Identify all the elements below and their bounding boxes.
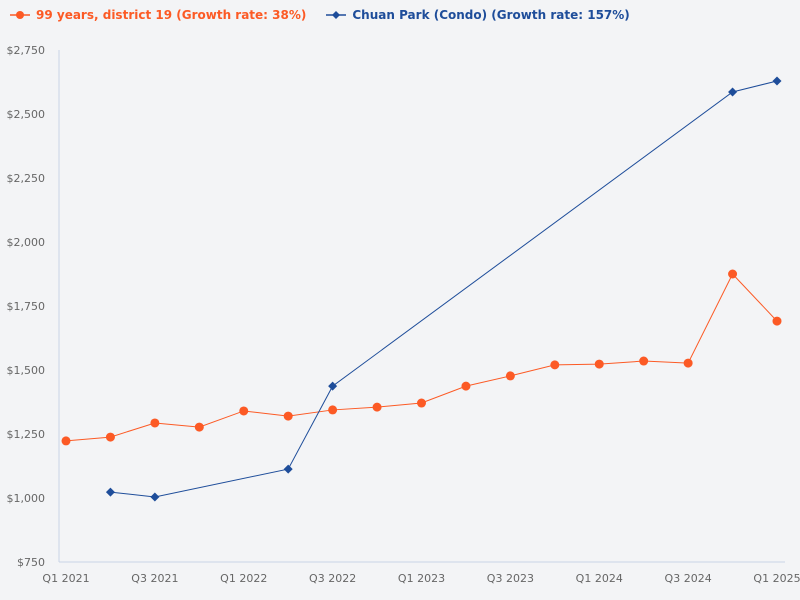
y-tick-label: $2,750 <box>7 44 46 57</box>
y-tick-label: $2,250 <box>7 172 46 185</box>
y-tick-label: $1,500 <box>7 364 46 377</box>
data-point[interactable] <box>61 436 71 446</box>
x-tick-label: Q3 2021 <box>131 572 178 585</box>
y-axis-ticks: $750 $1,000 $1,250 $1,500 $1,750 $2,000 $2,250… <box>7 44 46 569</box>
data-point[interactable] <box>372 402 382 412</box>
x-tick-label: Q1 2021 <box>42 572 89 585</box>
data-point[interactable] <box>328 405 338 415</box>
legend-item-chuan-park[interactable]: Chuan Park (Condo) (Growth rate: 157%) <box>326 8 630 22</box>
data-point[interactable] <box>594 359 604 369</box>
diamond-marker-icon <box>326 11 347 19</box>
x-tick-label: Q3 2024 <box>665 572 712 585</box>
y-tick-label: $2,500 <box>7 108 46 121</box>
series-line <box>65 273 778 442</box>
data-point[interactable] <box>194 422 204 432</box>
data-point[interactable] <box>728 87 738 97</box>
x-axis-ticks: Q1 2021 Q3 2021 Q1 2022 Q3 2022 Q1 2023 Q3 20… <box>42 572 800 585</box>
data-point[interactable] <box>283 411 293 421</box>
x-tick-label: Q1 2022 <box>220 572 267 585</box>
circle-marker-icon <box>10 11 30 19</box>
data-point[interactable] <box>239 406 249 416</box>
series-layer <box>61 76 782 502</box>
data-point[interactable] <box>283 464 293 474</box>
x-tick-label: Q1 2023 <box>398 572 445 585</box>
data-point[interactable] <box>639 356 649 366</box>
data-point[interactable] <box>150 418 160 428</box>
data-point[interactable] <box>728 269 738 279</box>
y-tick-label: $1,250 <box>7 428 46 441</box>
data-point[interactable] <box>772 76 782 86</box>
y-tick-label: $2,000 <box>7 236 46 249</box>
data-point[interactable] <box>328 381 338 391</box>
y-tick-label: $1,750 <box>7 300 46 313</box>
data-point[interactable] <box>550 360 560 370</box>
series-line <box>110 80 778 498</box>
y-tick-label: $1,000 <box>7 492 46 505</box>
data-point[interactable] <box>105 487 115 497</box>
data-point[interactable] <box>150 492 160 502</box>
data-point[interactable] <box>461 381 471 391</box>
legend-label: Chuan Park (Condo) (Growth rate: 157%) <box>352 8 630 22</box>
data-point[interactable] <box>105 432 115 442</box>
x-tick-label: Q1 2024 <box>576 572 623 585</box>
x-tick-label: Q3 2022 <box>309 572 356 585</box>
data-point[interactable] <box>505 371 515 381</box>
x-tick-label: Q3 2023 <box>487 572 534 585</box>
data-point[interactable] <box>417 398 426 408</box>
legend-label: 99 years, district 19 (Growth rate: 38%) <box>36 8 307 22</box>
chart-legend: 99 years, district 19 (Growth rate: 38%)… <box>10 8 630 22</box>
y-tick-label: $750 <box>17 556 45 569</box>
data-point[interactable] <box>772 316 782 326</box>
x-tick-label: Q1 2025 <box>753 572 800 585</box>
data-point[interactable] <box>683 358 693 368</box>
legend-item-district19[interactable]: 99 years, district 19 (Growth rate: 38%) <box>10 8 306 22</box>
